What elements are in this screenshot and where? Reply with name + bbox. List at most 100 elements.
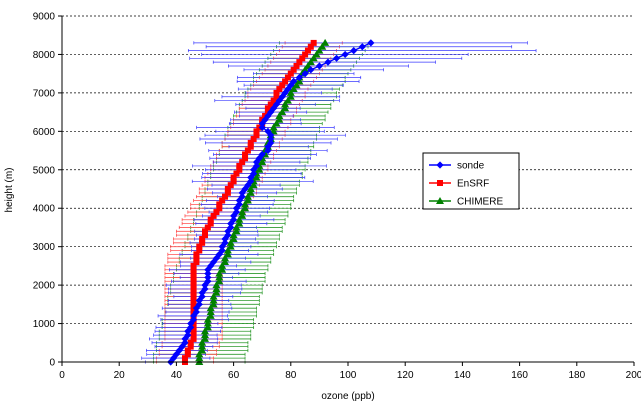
sonde-point xyxy=(232,208,241,216)
sonde-point xyxy=(198,293,206,301)
chimere-point xyxy=(223,246,232,254)
ensrf-point xyxy=(190,266,197,273)
chimere-point xyxy=(195,350,204,358)
x-tick-label-160: 160 xyxy=(511,370,528,381)
chimere-point xyxy=(281,104,290,112)
sonde-point xyxy=(189,316,198,324)
ensrf-point xyxy=(193,255,200,262)
chimere-point xyxy=(209,300,218,308)
chimere-point xyxy=(221,258,230,266)
ensrf-point xyxy=(190,285,197,292)
sonde-point xyxy=(267,131,275,139)
sonde-point xyxy=(230,216,238,224)
sonde-point xyxy=(247,177,255,185)
ensrf-point xyxy=(287,70,294,77)
x-tick-label-200: 200 xyxy=(626,370,641,381)
ensrf-point xyxy=(202,232,208,239)
chimere-point xyxy=(209,296,218,304)
chimere-point xyxy=(252,173,261,181)
y-tick-label-9000: 9000 xyxy=(33,12,56,23)
ensrf-point xyxy=(284,74,291,81)
chimere-point xyxy=(272,119,281,127)
y-tick-label-3000: 3000 xyxy=(33,242,56,253)
sonde-point xyxy=(324,58,332,66)
chimere-point xyxy=(229,234,238,242)
ensrf-point xyxy=(270,97,277,104)
chimere-point xyxy=(226,238,235,246)
ensrf-point xyxy=(247,143,254,150)
chimere-point xyxy=(243,192,252,200)
sonde-point xyxy=(264,146,272,155)
ensrf-point xyxy=(290,66,297,73)
chimere-point xyxy=(281,100,290,108)
ensrf-point xyxy=(184,351,191,358)
sonde-point xyxy=(278,93,286,101)
chimere-point xyxy=(229,231,238,239)
ensrf-point xyxy=(267,101,274,108)
ensrf-point xyxy=(302,51,309,58)
ensrf-point xyxy=(236,162,243,169)
ensrf-point xyxy=(282,78,289,85)
chimere-point xyxy=(201,334,209,342)
sonde-point xyxy=(207,262,215,270)
chimere-point xyxy=(286,92,295,100)
sonde-point xyxy=(350,47,358,55)
ensrf-point xyxy=(196,247,203,254)
chimere-point xyxy=(246,188,255,196)
chimere-point xyxy=(215,269,224,277)
x-tick-label-140: 140 xyxy=(454,370,471,381)
ensrf-point xyxy=(210,212,217,219)
chimere-point xyxy=(249,181,258,189)
chimere-point xyxy=(289,85,298,93)
chimere-point xyxy=(212,281,221,289)
ensrf-point xyxy=(202,228,208,235)
ensrf-point xyxy=(307,43,314,50)
chimere-point xyxy=(283,96,292,104)
chimere-point xyxy=(246,185,255,192)
chimere-point xyxy=(275,115,284,123)
sonde-point xyxy=(192,308,201,316)
sonde-point xyxy=(264,127,272,135)
chimere-point xyxy=(232,223,241,231)
chimere-point xyxy=(206,311,215,319)
legend: sonde EnSRF CHIMERE xyxy=(422,152,520,210)
ensrf-point xyxy=(230,178,237,185)
sonde-point xyxy=(187,323,195,331)
y-tick-label-1000: 1000 xyxy=(33,319,56,330)
sonde-point xyxy=(181,339,189,347)
ensrf-point xyxy=(190,289,197,296)
ensrf-point xyxy=(193,251,200,258)
chimere-point xyxy=(306,58,315,66)
sonde-point xyxy=(218,246,226,255)
chimere-point xyxy=(301,65,310,73)
ensrf-point xyxy=(193,259,200,266)
ensrf-point xyxy=(304,47,311,54)
chimere-point xyxy=(258,158,267,166)
chimere-point xyxy=(212,288,221,296)
ensrf-point xyxy=(293,62,300,69)
chimere-point xyxy=(198,342,207,350)
ensrf-point xyxy=(181,355,188,362)
x-tick-label-0: 0 xyxy=(59,370,65,381)
sonde-point xyxy=(267,108,275,116)
ensrf-point xyxy=(190,328,197,335)
chimere-point xyxy=(232,227,241,235)
sonde-point xyxy=(224,231,232,239)
ensrf-point xyxy=(213,209,220,216)
ensrf-point xyxy=(236,166,243,173)
chimere-point xyxy=(315,46,324,54)
x-tick-label-100: 100 xyxy=(340,370,357,381)
legend-label-chimere: CHIMERE xyxy=(457,197,503,208)
ensrf-point xyxy=(199,235,206,242)
chimere-point xyxy=(286,88,295,96)
ensrf-point xyxy=(224,189,231,196)
chimere-point xyxy=(203,323,212,331)
sonde-point xyxy=(221,239,229,247)
ensrf-point xyxy=(250,136,257,143)
chimere-point xyxy=(215,277,224,285)
ensrf-point xyxy=(190,301,197,308)
sonde-point xyxy=(267,139,275,147)
sonde-point xyxy=(332,54,341,62)
